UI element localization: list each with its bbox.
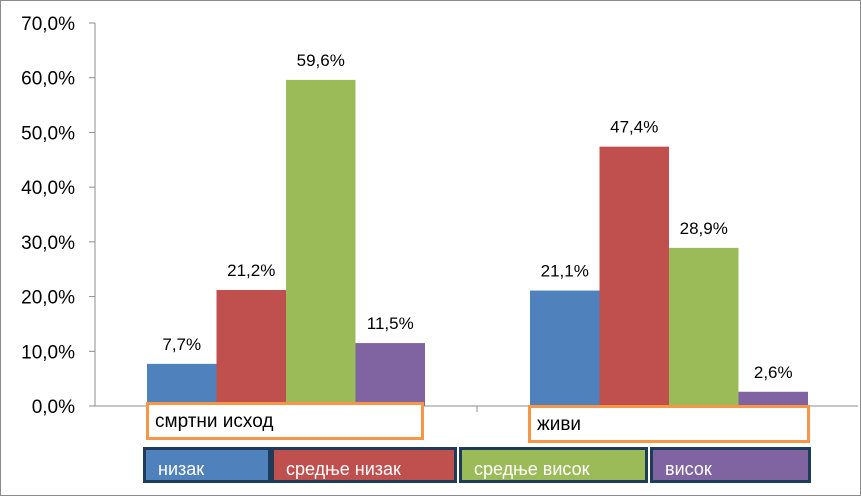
legend-entry: низак — [143, 447, 271, 483]
bar — [147, 363, 217, 406]
x-category-label: живи — [528, 405, 810, 443]
legend-entry: висок — [650, 447, 811, 483]
y-tick-label: 70,0% — [21, 14, 75, 35]
data-label: 59,6% — [297, 51, 345, 70]
bar — [669, 247, 739, 406]
bar — [355, 343, 425, 406]
bar — [530, 290, 600, 406]
y-tick-label: 10,0% — [21, 342, 75, 363]
data-label: 21,1% — [541, 262, 589, 281]
data-label: 28,9% — [680, 219, 728, 238]
x-category-label: смртни исход — [146, 402, 424, 440]
data-label: 47,4% — [610, 118, 658, 137]
y-tick-label: 20,0% — [21, 288, 75, 309]
bar — [599, 146, 669, 406]
legend-entry: средње низак — [271, 447, 457, 483]
data-label: 21,2% — [227, 261, 275, 280]
data-label: 2,6% — [754, 363, 793, 382]
data-label: 7,7% — [162, 335, 201, 354]
y-tick-label: 40,0% — [21, 178, 75, 199]
y-tick-label: 60,0% — [21, 69, 75, 90]
legend-entry: средње висок — [459, 447, 648, 483]
y-tick-label: 30,0% — [21, 233, 75, 254]
y-tick-label: 50,0% — [21, 123, 75, 144]
bar — [286, 79, 356, 406]
bar — [216, 290, 286, 406]
data-label: 11,5% — [367, 314, 414, 333]
bar — [738, 391, 808, 406]
y-tick-label: 0,0% — [32, 397, 75, 418]
